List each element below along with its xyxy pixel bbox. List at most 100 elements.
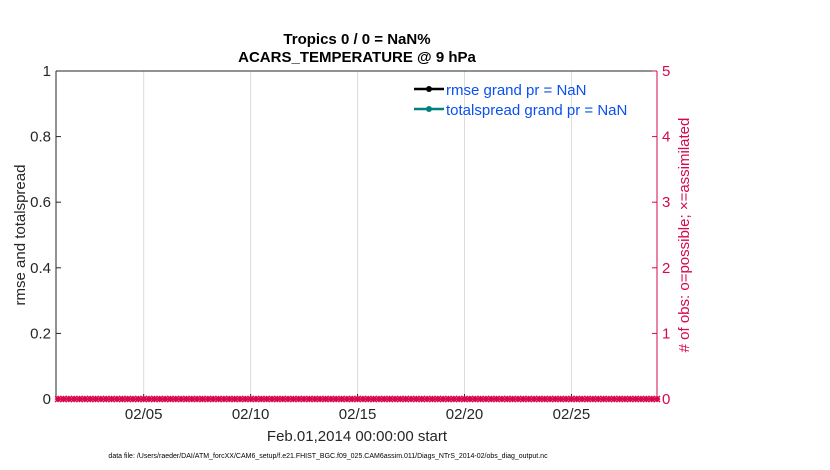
obs-assimilated-marker bbox=[423, 395, 431, 403]
obs-assimilated-marker bbox=[124, 395, 132, 403]
x-axis-label: Feb.01,2014 00:00:00 start bbox=[267, 428, 448, 445]
x-tick-label: 02/15 bbox=[339, 406, 377, 423]
obs-assimilated-marker bbox=[241, 395, 249, 403]
obs-assimilated-marker bbox=[177, 395, 185, 403]
plot-area bbox=[56, 71, 657, 399]
obs-assimilated-marker bbox=[541, 395, 549, 403]
obs-assimilated-marker bbox=[621, 395, 629, 403]
obs-assimilated-marker bbox=[648, 395, 656, 403]
obs-assimilated-marker bbox=[354, 395, 362, 403]
obs-assimilated-marker bbox=[215, 395, 223, 403]
obs-markers bbox=[54, 395, 661, 403]
chart-title-line1: Tropics 0 / 0 = NaN% bbox=[283, 31, 430, 48]
obs-assimilated-marker bbox=[418, 395, 426, 403]
obs-assimilated-marker bbox=[364, 395, 372, 403]
y2-tick-label: 5 bbox=[662, 63, 670, 80]
obs-assimilated-marker bbox=[316, 395, 324, 403]
obs-assimilated-marker bbox=[530, 395, 538, 403]
x-ticks: 02/05 02/10 02/15 02/20 02/25 bbox=[125, 394, 590, 423]
obs-assimilated-marker bbox=[578, 395, 586, 403]
obs-assimilated-marker bbox=[118, 395, 126, 403]
obs-assimilated-marker bbox=[263, 395, 271, 403]
y2-tick-label: 4 bbox=[662, 129, 670, 146]
obs-assimilated-marker bbox=[412, 395, 420, 403]
obs-assimilated-marker bbox=[535, 395, 543, 403]
y2-tick-label: 3 bbox=[662, 194, 670, 211]
x-tick-label: 02/20 bbox=[446, 406, 484, 423]
obs-assimilated-marker bbox=[402, 395, 410, 403]
obs-assimilated-marker bbox=[97, 395, 105, 403]
obs-assimilated-marker bbox=[204, 395, 212, 403]
y-axis-label: rmse and totalspread bbox=[12, 165, 29, 306]
y-tick-label: 0.2 bbox=[30, 325, 51, 342]
obs-assimilated-marker bbox=[289, 395, 297, 403]
obs-assimilated-marker bbox=[546, 395, 554, 403]
obs-assimilated-marker bbox=[557, 395, 565, 403]
obs-assimilated-marker bbox=[589, 395, 597, 403]
y-tick-label: 0.8 bbox=[30, 129, 51, 146]
obs-assimilated-marker bbox=[439, 395, 447, 403]
y-tick-label: 0.4 bbox=[30, 260, 51, 277]
y2-tick-label: 2 bbox=[662, 260, 670, 277]
obs-assimilated-marker bbox=[482, 395, 490, 403]
obs-assimilated-marker bbox=[252, 395, 260, 403]
obs-assimilated-marker bbox=[108, 395, 116, 403]
y-tick-label: 0 bbox=[43, 391, 51, 408]
obs-assimilated-marker bbox=[632, 395, 640, 403]
obs-assimilated-marker bbox=[65, 395, 73, 403]
obs-assimilated-marker bbox=[182, 395, 190, 403]
obs-assimilated-marker bbox=[70, 395, 78, 403]
obs-assimilated-marker bbox=[562, 395, 570, 403]
obs-assimilated-marker bbox=[525, 395, 533, 403]
y-tick-label: 0.6 bbox=[30, 194, 51, 211]
obs-assimilated-marker bbox=[54, 395, 62, 403]
obs-assimilated-marker bbox=[198, 395, 207, 403]
obs-assimilated-marker bbox=[268, 395, 276, 403]
obs-assimilated-marker bbox=[642, 395, 650, 403]
obs-assimilated-marker bbox=[311, 395, 319, 403]
obs-assimilated-marker bbox=[257, 395, 265, 403]
obs-assimilated-marker bbox=[161, 395, 169, 403]
obs-assimilated-marker bbox=[145, 395, 153, 403]
obs-assimilated-marker bbox=[300, 395, 308, 403]
obs-assimilated-marker bbox=[220, 395, 228, 403]
obs-assimilated-marker bbox=[81, 395, 89, 403]
obs-assimilated-marker bbox=[113, 395, 121, 403]
obs-assimilated-marker bbox=[434, 395, 442, 403]
y2-tick-label: 0 bbox=[662, 391, 670, 408]
obs-assimilated-marker bbox=[594, 395, 602, 403]
obs-assimilated-marker bbox=[428, 395, 436, 403]
obs-assimilated-marker bbox=[396, 395, 404, 403]
obs-assimilated-marker bbox=[460, 395, 469, 403]
obs-assimilated-marker bbox=[75, 395, 84, 403]
obs-assimilated-marker bbox=[599, 395, 608, 403]
obs-assimilated-marker bbox=[348, 395, 356, 403]
obs-assimilated-marker bbox=[327, 395, 335, 403]
obs-assimilated-marker bbox=[509, 395, 517, 403]
obs-assimilated-marker bbox=[498, 395, 506, 403]
obs-assimilated-marker bbox=[477, 395, 485, 403]
chart-title-line2: ACARS_TEMPERATURE @ 9 hPa bbox=[238, 49, 476, 66]
obs-assimilated-marker bbox=[166, 395, 174, 403]
legend-totalspread: totalspread grand pr = NaN bbox=[446, 102, 627, 119]
obs-assimilated-marker bbox=[616, 395, 624, 403]
obs-assimilated-marker bbox=[337, 395, 346, 403]
y2-tick-label: 1 bbox=[662, 325, 670, 342]
y2-axis-label: # of obs: o=possible; ×=assimilated bbox=[676, 118, 693, 353]
obs-assimilated-marker bbox=[375, 395, 383, 403]
data-file-footer: data file: /Users/raeder/DAI/ATM_forcXX/… bbox=[108, 453, 548, 460]
obs-assimilated-marker bbox=[129, 395, 137, 403]
obs-assimilated-marker bbox=[332, 395, 340, 403]
obs-assimilated-marker bbox=[134, 395, 142, 403]
obs-assimilated-marker bbox=[86, 395, 94, 403]
legend-rmse: rmse grand pr = NaN bbox=[446, 82, 586, 99]
obs-assimilated-marker bbox=[637, 395, 645, 403]
obs-assimilated-marker bbox=[466, 395, 474, 403]
obs-assimilated-marker bbox=[188, 395, 196, 403]
obs-assimilated-marker bbox=[273, 395, 281, 403]
obs-assimilated-marker bbox=[487, 395, 495, 403]
obs-assimilated-marker bbox=[391, 395, 399, 403]
obs-assimilated-marker bbox=[150, 395, 158, 403]
obs-assimilated-marker bbox=[386, 395, 394, 403]
